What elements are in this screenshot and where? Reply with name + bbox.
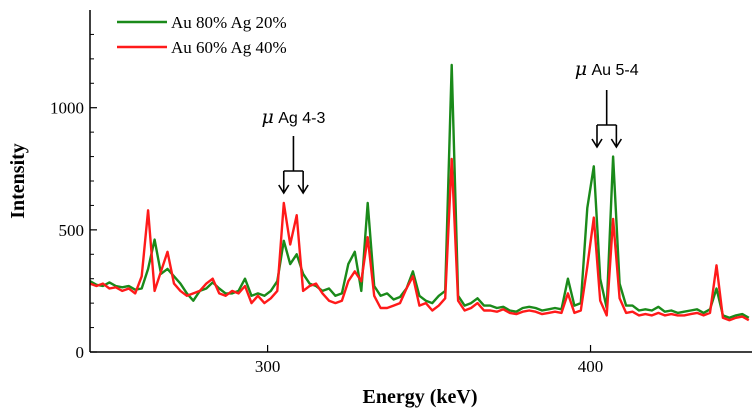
x-axis-title: Energy (keV) <box>363 386 478 408</box>
x-tick-label: 300 <box>255 357 281 376</box>
y-tick-label: 500 <box>59 221 85 240</box>
legend-label-1: Au 80% Ag 20% <box>171 13 287 32</box>
y-axis-title: Intensity <box>7 143 29 219</box>
annotation-1: μ Ag 4-3 <box>261 106 326 195</box>
legend: Au 80% Ag 20% Au 60% Ag 40% <box>117 13 287 57</box>
annotation-text: Ag 4-3 <box>274 110 326 127</box>
annotation-symbol: μ <box>575 58 587 80</box>
series-line-1 <box>89 63 750 319</box>
y-tick-label: 0 <box>76 343 85 362</box>
series-line-2 <box>89 157 750 322</box>
axes <box>89 10 752 353</box>
y-tick-label: 1000 <box>50 99 84 118</box>
annotation-label-1: μ Ag 4-3 <box>261 106 325 128</box>
series-layer <box>89 63 750 322</box>
annotation-text: Au 5-4 <box>587 62 639 79</box>
annotation-arrow-head <box>591 138 603 149</box>
annotation-arrow-head <box>278 184 290 195</box>
annotation-2: μ Au 5-4 <box>575 58 639 149</box>
annotation-symbol: μ <box>261 106 273 128</box>
x-tick-label: 400 <box>578 357 604 376</box>
annotation-arrow-head <box>610 138 623 149</box>
legend-label-2: Au 60% Ag 40% <box>171 38 287 57</box>
annotation-label-2: μ Au 5-4 <box>575 58 639 80</box>
ticks: 0 500 1000 300 400 <box>50 33 604 376</box>
annotations: μ Ag 4-3μ Au 5-4 <box>261 58 639 195</box>
annotation-arrow-head <box>297 184 309 195</box>
